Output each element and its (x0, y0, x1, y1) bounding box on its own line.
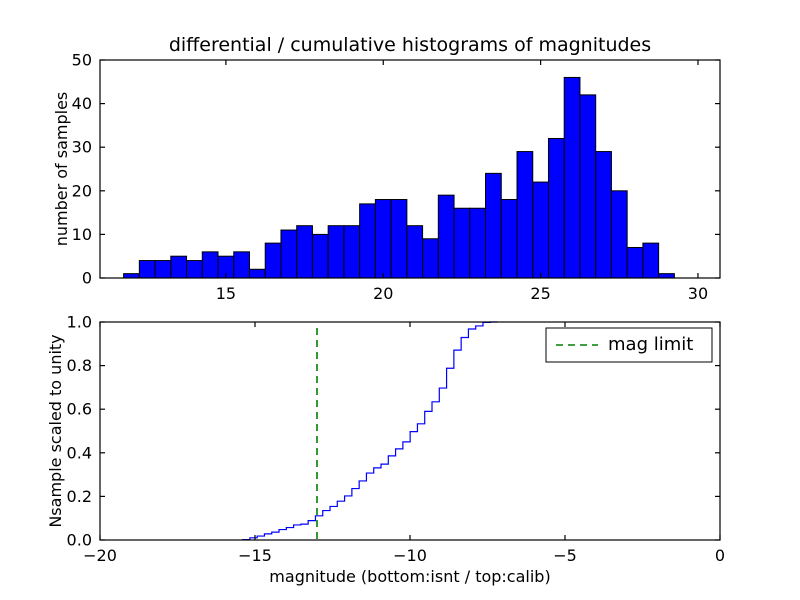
histogram-bar (374, 199, 392, 279)
y-tick-label: 0.6 (67, 400, 92, 419)
y-tick-label: 0.4 (67, 443, 92, 462)
histogram-bar (532, 181, 549, 279)
y-tick-label: 40 (72, 94, 92, 113)
y-tick-label: 0.8 (67, 356, 92, 375)
histogram-bar (500, 199, 518, 279)
histogram-bar (469, 207, 487, 279)
histogram-bar (248, 268, 266, 279)
histogram-bar (579, 94, 597, 279)
legend-entry-label: mag limit (608, 334, 694, 355)
x-tick-label: 20 (373, 284, 393, 303)
histogram-bar (154, 260, 172, 279)
histogram-bar (233, 251, 250, 279)
y-tick-label: 50 (72, 51, 92, 70)
histogram-bar (595, 151, 612, 279)
x-tick-label: −20 (83, 546, 117, 565)
histogram-bar (390, 199, 408, 279)
histogram-bar (343, 225, 361, 279)
y-tick-label: 20 (72, 181, 92, 200)
top-y-axis-label: number of samples (52, 91, 71, 247)
histogram-bar (296, 225, 313, 279)
histogram-bar (138, 260, 156, 279)
y-tick-label: 0.0 (67, 531, 92, 550)
x-tick-label: 15 (216, 284, 236, 303)
histogram-bar (516, 151, 534, 279)
histogram-bar (485, 172, 502, 279)
histogram-bar (170, 255, 188, 279)
histogram-bar (186, 260, 203, 279)
histogram-bar (626, 246, 644, 279)
histogram-bar (327, 225, 345, 279)
histogram-bar (123, 273, 140, 279)
histogram-bar (311, 233, 329, 279)
histogram-bar (406, 225, 424, 279)
axes-frame (99, 59, 721, 279)
x-tick-label: −5 (553, 546, 577, 565)
histogram-bar (280, 229, 298, 279)
x-tick-label: 30 (688, 284, 708, 303)
histogram-bar (201, 251, 219, 279)
chart-title: differential / cumulative histograms of … (168, 34, 652, 56)
y-tick-label: 1.0 (67, 313, 92, 332)
histogram-bar (437, 194, 455, 279)
histogram-bar (264, 242, 282, 279)
y-tick-label: 10 (72, 225, 92, 244)
y-tick-label: 30 (72, 138, 92, 157)
x-tick-label: −15 (238, 546, 272, 565)
cumulative-step-curve (242, 321, 498, 541)
histogram-bar (359, 203, 376, 279)
y-tick-label: 0.2 (67, 487, 92, 506)
x-tick-label: −10 (393, 546, 427, 565)
y-tick-label: 0 (82, 269, 92, 288)
histogram-bar (610, 190, 628, 279)
histogram-bar (563, 76, 581, 279)
bottom-x-axis-label: magnitude (bottom:isnt / top:calib) (269, 567, 551, 586)
x-tick-label: 0 (715, 546, 725, 565)
histogram-bar (547, 137, 565, 279)
x-tick-label: 25 (530, 284, 550, 303)
histogram-bar (422, 238, 439, 279)
bottom-y-axis-label: Nsample scaled to unity (46, 334, 65, 528)
histogram-bar (658, 273, 675, 279)
histogram-bar (642, 242, 660, 279)
histogram-bar (453, 207, 471, 279)
